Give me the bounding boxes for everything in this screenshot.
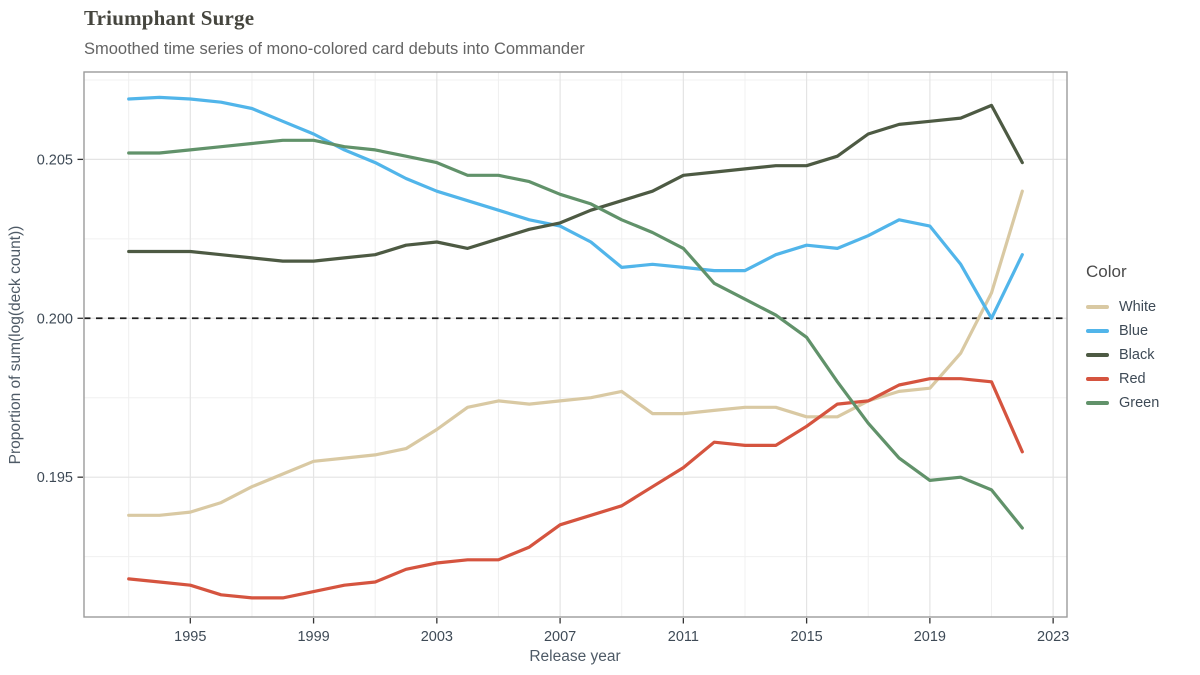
x-tick-label: 2011 (668, 629, 699, 645)
gridlines-major (84, 72, 1067, 617)
legend-entry-red: Red (1086, 367, 1159, 391)
x-tick-labels: 1995 1999 2003 2007 2011 2015 2019 2023 (174, 629, 1069, 645)
axis-ticks (77, 158, 1054, 624)
legend-swatch-green (1086, 401, 1109, 405)
legend-swatch-black (1086, 353, 1109, 357)
gridlines-minor (84, 72, 1067, 617)
legend-entries: White Blue Black Red Green (1086, 295, 1159, 415)
legend-swatch-blue (1086, 329, 1109, 333)
y-tick-label: 0.205 (37, 152, 73, 168)
series-black (127, 103, 1024, 263)
series-white (127, 189, 1024, 517)
x-tick-label: 2019 (914, 629, 946, 645)
legend-entry-green: Green (1086, 391, 1159, 415)
legend-label: White (1119, 299, 1157, 315)
legend-label: Blue (1119, 323, 1149, 339)
legend-swatch-white (1086, 305, 1109, 309)
x-axis-title: Release year (529, 648, 620, 665)
y-tick-label: 0.200 (37, 311, 73, 327)
legend-label: Red (1119, 371, 1146, 387)
legend-entry-blue: Blue (1086, 319, 1159, 343)
x-tick-label: 2003 (421, 629, 453, 645)
x-tick-label: 1999 (297, 629, 329, 645)
series-red (127, 377, 1024, 600)
series-green (127, 138, 1024, 530)
legend-label: Green (1119, 395, 1160, 411)
x-tick-label: 1995 (174, 629, 206, 645)
chart-title: Triumphant Surge (84, 6, 255, 30)
x-tick-label: 2023 (1037, 629, 1069, 645)
legend: Color White Blue Black Red Green (1086, 262, 1159, 415)
legend-label: Black (1119, 347, 1155, 363)
chart-subtitle: Smoothed time series of mono-colored car… (84, 40, 585, 58)
panel-border (83, 71, 1068, 618)
x-tick-label: 2007 (544, 629, 576, 645)
legend-swatch-red (1086, 377, 1109, 381)
x-tick-label: 2015 (790, 629, 822, 645)
y-axis-title: Proportion of sum(log(deck count)) (7, 226, 24, 465)
series-blue (127, 95, 1024, 320)
y-tick-label: 0.195 (37, 470, 73, 486)
legend-entry-black: Black (1086, 343, 1159, 367)
y-tick-labels: 0.205 0.200 0.195 (37, 152, 73, 486)
legend-title: Color (1086, 262, 1127, 281)
legend-entry-white: White (1086, 295, 1159, 319)
